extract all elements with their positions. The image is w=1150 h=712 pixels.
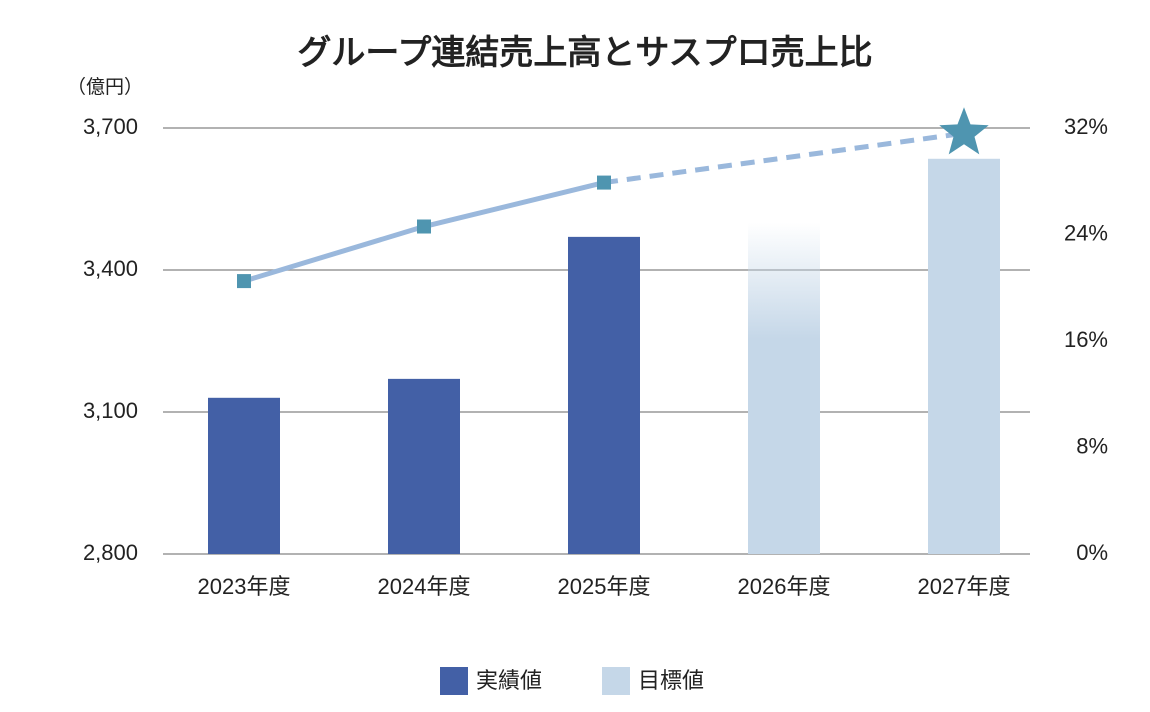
x-tick-label: 2026年度 [738,574,831,599]
legend-label: 目標値 [638,668,704,693]
y-tick-label: 3,700 [83,114,138,139]
y2-tick-label: 32% [1064,114,1108,139]
y2-tick-label: 24% [1064,220,1108,245]
y2-tick-label: 16% [1064,327,1108,352]
y-tick-label: 2,800 [83,540,138,565]
bar [388,378,460,554]
legend-label: 実績値 [476,668,542,693]
bar [748,222,820,554]
y2-tick-label: 8% [1076,433,1108,458]
bar [928,158,1000,554]
x-tick-label: 2023年度 [198,574,291,599]
line-segment [423,180,605,229]
x-tick-label: 2024年度 [378,574,471,599]
y-axis-label: （億円） [67,76,143,98]
line-marker [939,107,989,155]
line-segment [243,224,425,284]
legend-swatch [602,667,630,695]
line-marker [417,219,431,234]
line-marker [597,175,611,190]
x-tick-label: 2027年度 [918,574,1011,599]
line-segment [603,130,965,186]
chart-title: グループ連結売上高とサスプロ売上比 [297,34,872,72]
line-marker [237,274,251,289]
x-tick-label: 2025年度 [558,574,651,599]
y-tick-label: 3,400 [83,256,138,281]
y-tick-label: 3,100 [83,398,138,423]
y2-tick-label: 0% [1076,540,1108,565]
bar [208,397,280,554]
bar [568,236,640,554]
legend-swatch [440,667,468,695]
